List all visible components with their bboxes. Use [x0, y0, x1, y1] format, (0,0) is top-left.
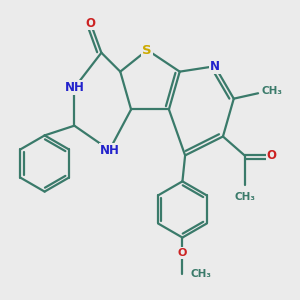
Text: S: S: [142, 44, 152, 56]
Text: CH₃: CH₃: [234, 192, 255, 202]
Text: N: N: [210, 60, 220, 73]
Text: O: O: [85, 16, 96, 29]
Text: CH₃: CH₃: [262, 85, 283, 96]
Text: O: O: [267, 149, 277, 162]
Text: O: O: [178, 248, 187, 258]
Text: CH₃: CH₃: [190, 269, 212, 279]
Text: NH: NH: [64, 81, 84, 94]
Text: NH: NH: [100, 143, 119, 157]
